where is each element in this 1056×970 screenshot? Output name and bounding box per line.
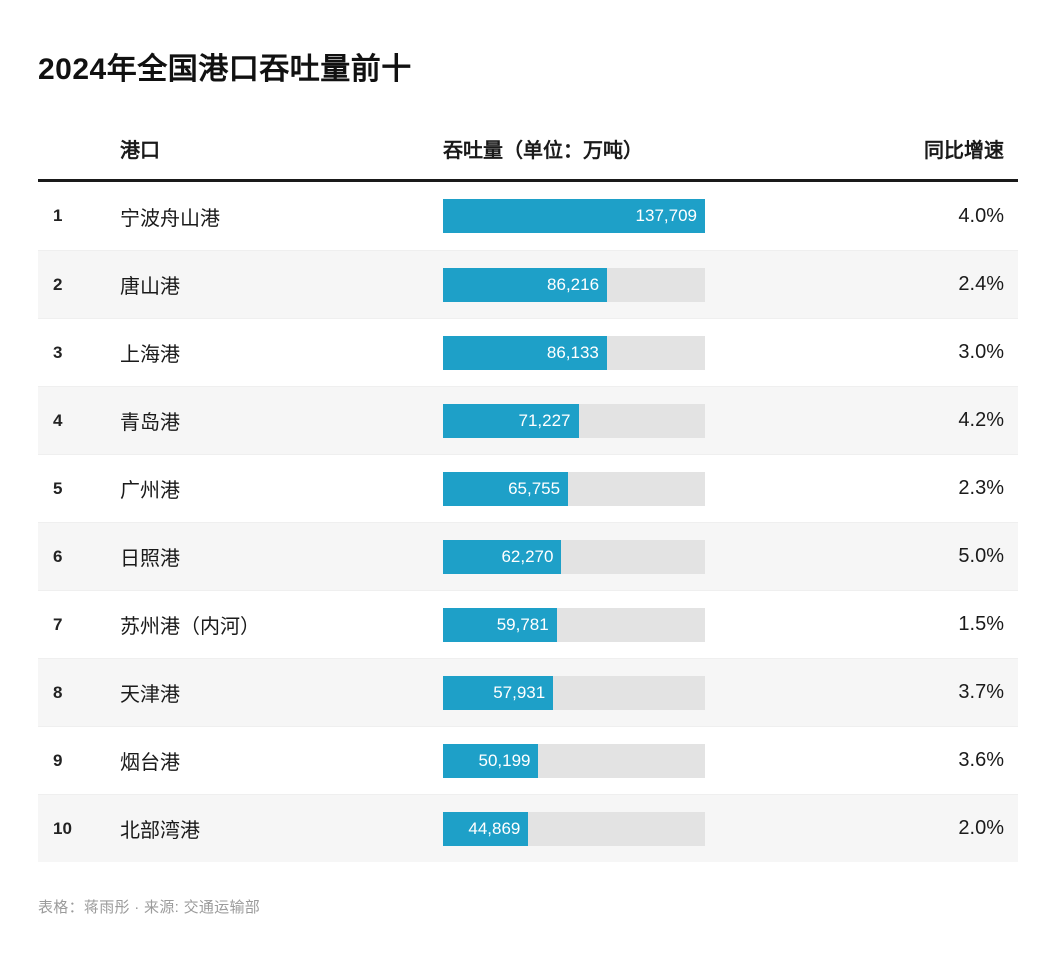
col-header-port: 港口: [120, 140, 160, 162]
rank-label: 3: [53, 342, 63, 362]
bar-cell: 59,781: [443, 607, 705, 642]
port-name: 苏州港（内河）: [120, 616, 260, 638]
port-name: 日照港: [120, 548, 180, 570]
bar-cell: 44,869: [443, 811, 705, 846]
port-name: 广州港: [120, 480, 180, 502]
growth-value: 4.0%: [958, 204, 1004, 227]
port-name: 天津港: [120, 684, 180, 706]
bar-fill: 137,709: [443, 199, 705, 233]
growth-value: 3.7%: [958, 681, 1004, 703]
ports-table: 港口 吞吐量（单位：万吨） 同比增速 1 宁波舟山港 137,709 4.0% …: [38, 134, 1018, 862]
rank-label: 4: [53, 410, 63, 430]
bar-value-label: 71,227: [518, 410, 571, 430]
bar-track: 71,227: [443, 403, 705, 438]
table-row: 3 上海港 86,133 3.0%: [38, 318, 1018, 386]
table-row: 1 宁波舟山港 137,709 4.0%: [38, 182, 1018, 250]
bar-fill: 86,216: [443, 267, 608, 302]
growth-value: 2.4%: [958, 273, 1004, 295]
bar-cell: 50,199: [443, 743, 705, 778]
bar-track: 65,755: [443, 471, 705, 506]
bar-fill: 65,755: [443, 471, 569, 506]
bar-fill: 44,869: [443, 811, 529, 846]
footer-credit: 表格：蒋雨彤 · 来源: 交通运输部: [38, 899, 261, 916]
table-row: 9 烟台港 50,199 3.6%: [38, 726, 1018, 794]
rank-label: 6: [53, 546, 63, 566]
port-name: 上海港: [120, 344, 180, 366]
port-name: 青岛港: [120, 412, 180, 434]
bar-value-label: 86,133: [546, 342, 599, 362]
bar-cell: 137,709: [443, 199, 705, 233]
bar-cell: 65,755: [443, 471, 705, 506]
rank-label: 7: [53, 614, 63, 634]
bar-cell: 86,216: [443, 267, 705, 302]
page-title: 2024年全国港口吞吐量前十: [38, 53, 412, 86]
rank-label: 5: [53, 478, 63, 498]
bar-track: 50,199: [443, 743, 705, 778]
growth-value: 3.6%: [958, 749, 1004, 771]
bar-track: 137,709: [443, 199, 705, 233]
rank-label: 8: [53, 682, 63, 702]
bar-value-label: 44,869: [468, 818, 521, 838]
bar-value-label: 62,270: [501, 546, 554, 566]
bar-fill: 62,270: [443, 539, 562, 574]
growth-value: 3.0%: [958, 341, 1004, 363]
rank-label: 1: [53, 206, 63, 225]
bar-value-label: 137,709: [635, 206, 697, 225]
rank-label: 2: [53, 274, 63, 294]
bar-fill: 50,199: [443, 743, 539, 778]
bar-value-label: 57,931: [493, 682, 546, 702]
table-row: 4 青岛港 71,227 4.2%: [38, 386, 1018, 454]
table-row: 10 北部湾港 44,869 2.0%: [38, 794, 1018, 862]
bar-value-label: 86,216: [547, 274, 600, 294]
port-name: 宁波舟山港: [120, 207, 220, 230]
bar-value-label: 50,199: [478, 750, 531, 770]
bar-value-label: 59,781: [496, 614, 549, 634]
table-row: 5 广州港 65,755 2.3%: [38, 454, 1018, 522]
bar-fill: 71,227: [443, 403, 579, 438]
bar-cell: 57,931: [443, 675, 705, 710]
table-rows: 1 宁波舟山港 137,709 4.0% 2 唐山港 86,216 2.4% 3…: [38, 182, 1018, 862]
bar-value-label: 65,755: [508, 478, 561, 498]
growth-value: 2.0%: [958, 817, 1004, 839]
table-row: 7 苏州港（内河） 59,781 1.5%: [38, 590, 1018, 658]
bar-fill: 57,931: [443, 675, 554, 710]
port-name: 唐山港: [120, 276, 180, 298]
growth-value: 4.2%: [958, 409, 1004, 431]
bar-track: 62,270: [443, 539, 705, 574]
bar-track: 86,133: [443, 335, 705, 370]
rank-label: 10: [53, 818, 72, 838]
table-row: 6 日照港 62,270 5.0%: [38, 522, 1018, 590]
bar-fill: 59,781: [443, 607, 557, 642]
growth-value: 1.5%: [958, 613, 1004, 635]
bar-track: 44,869: [443, 811, 705, 846]
bar-track: 57,931: [443, 675, 705, 710]
table-header-row: 港口 吞吐量（单位：万吨） 同比增速: [38, 134, 1018, 182]
table-row: 2 唐山港 86,216 2.4%: [38, 250, 1018, 318]
bar-cell: 86,133: [443, 335, 705, 370]
bar-cell: 71,227: [443, 403, 705, 438]
rank-label: 9: [53, 750, 63, 770]
port-name: 烟台港: [120, 752, 180, 774]
table-row: 8 天津港 57,931 3.7%: [38, 658, 1018, 726]
col-header-throughput: 吞吐量（单位：万吨）: [443, 140, 643, 162]
growth-value: 5.0%: [958, 545, 1004, 567]
port-name: 北部湾港: [120, 820, 200, 842]
bar-track: 59,781: [443, 607, 705, 642]
growth-value: 2.3%: [958, 477, 1004, 499]
bar-fill: 86,133: [443, 335, 607, 370]
col-header-growth: 同比增速: [924, 140, 1004, 162]
bar-cell: 62,270: [443, 539, 705, 574]
bar-track: 86,216: [443, 267, 705, 302]
